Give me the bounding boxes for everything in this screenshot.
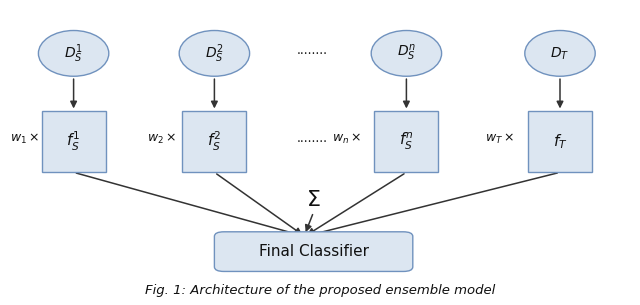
Ellipse shape	[38, 30, 109, 76]
Ellipse shape	[179, 30, 250, 76]
Text: $f_T$: $f_T$	[553, 132, 567, 151]
Text: Fig. 1: Architecture of the proposed ensemble model: Fig. 1: Architecture of the proposed ens…	[145, 284, 495, 297]
Ellipse shape	[525, 30, 595, 76]
Text: $f_S^n$: $f_S^n$	[399, 131, 413, 152]
FancyBboxPatch shape	[374, 111, 438, 172]
Text: $f_S^1$: $f_S^1$	[67, 130, 81, 153]
FancyBboxPatch shape	[182, 111, 246, 172]
Text: $\Sigma$: $\Sigma$	[307, 190, 321, 210]
Text: $w_2\times$: $w_2\times$	[147, 132, 176, 146]
Text: $w_1\times$: $w_1\times$	[10, 132, 39, 146]
Text: $D_S^2$: $D_S^2$	[205, 42, 224, 65]
Text: $w_T\times$: $w_T\times$	[484, 132, 514, 146]
FancyBboxPatch shape	[214, 232, 413, 271]
FancyBboxPatch shape	[528, 111, 592, 172]
Ellipse shape	[371, 30, 442, 76]
Text: $D_S^1$: $D_S^1$	[64, 42, 83, 65]
Text: ........: ........	[297, 132, 328, 145]
Text: ........: ........	[297, 44, 328, 57]
Text: $w_n\times$: $w_n\times$	[332, 132, 362, 146]
Text: $D_S^n$: $D_S^n$	[397, 43, 416, 63]
Text: $D_T$: $D_T$	[550, 45, 570, 62]
Text: $f_S^2$: $f_S^2$	[207, 130, 221, 153]
Text: Final Classifier: Final Classifier	[259, 244, 369, 259]
FancyBboxPatch shape	[42, 111, 106, 172]
